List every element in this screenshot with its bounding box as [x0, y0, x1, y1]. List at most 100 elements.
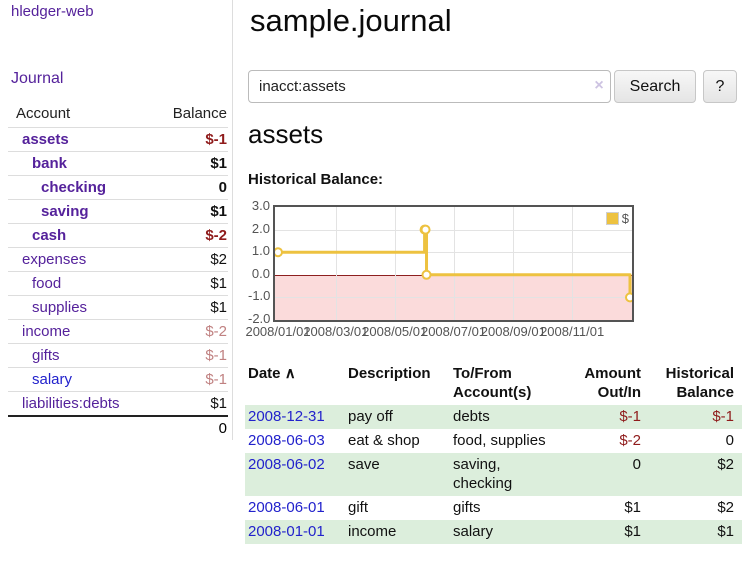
register-row: 2008-06-03 eat & shop food, supplies $-2 0 [245, 429, 742, 453]
account-link-income[interactable]: income [22, 323, 71, 340]
accounts-total-balance: 0 [148, 415, 228, 440]
chart-title: Historical Balance: [248, 171, 384, 188]
account-balance: $-2 [148, 223, 228, 248]
transaction-balance: $2 [717, 456, 734, 473]
account-row: checking 0 [8, 175, 228, 200]
account-row: cash $-2 [8, 223, 228, 248]
data-point-marker [421, 269, 432, 280]
account-link-gifts[interactable]: gifts [32, 347, 60, 364]
vertical-gridline [453, 207, 455, 320]
account-row: bank $1 [8, 151, 228, 176]
help-button[interactable]: ? [703, 70, 737, 103]
vertical-gridline [572, 207, 574, 320]
register-row: 2008-06-02 save saving, checking 0 $2 [245, 453, 742, 496]
transaction-date-cell: 2008-12-31 [245, 405, 345, 429]
legend-label: $ [621, 211, 629, 226]
accounts-total-row: 0 [8, 415, 228, 440]
account-balance: $1 [148, 151, 228, 176]
transaction-amount: $1 [624, 523, 641, 540]
account-link-expenses[interactable]: expenses [22, 251, 87, 268]
transaction-date-cell: 2008-06-03 [245, 429, 345, 453]
transaction-date-link[interactable]: 2008-06-01 [248, 499, 325, 516]
register-header-row: Date ∧ Description To/From Account(s) Am… [245, 362, 742, 405]
account-link-food[interactable]: food [32, 275, 62, 292]
account-row: salary $-1 [8, 367, 228, 392]
vertical-gridline [394, 207, 396, 320]
register-row: 2008-06-01 gift gifts $1 $2 [245, 496, 742, 520]
chart-plot-area: $ [273, 205, 634, 322]
account-link-bank[interactable]: bank [32, 155, 68, 172]
horizontal-gridline [275, 229, 632, 231]
transaction-date-cell: 2008-01-01 [245, 520, 345, 544]
transaction-date-cell: 2008-06-02 [245, 453, 345, 496]
x-axis-tick-label: 2008/05/01 [362, 324, 428, 339]
transaction-amount: $1 [624, 499, 641, 516]
account-link-liabilities-debts[interactable]: liabilities:debts [22, 395, 120, 412]
transaction-date-link[interactable]: 2008-01-01 [248, 523, 325, 540]
account-cell: saving [8, 199, 149, 224]
app-brand-link[interactable]: hledger-web [11, 3, 94, 20]
account-cell: income [8, 319, 149, 344]
transaction-balance: $1 [717, 523, 734, 540]
account-balance: $2 [148, 247, 228, 272]
transaction-accounts: food, supplies [453, 432, 546, 449]
y-axis-tick-label: 0.0 [251, 265, 270, 281]
account-link-checking[interactable]: checking [41, 179, 107, 196]
account-link-saving[interactable]: saving [41, 203, 89, 220]
transaction-balance: $-1 [712, 408, 734, 425]
vertical-gridline [513, 207, 515, 320]
account-column-header: Account [16, 105, 71, 122]
transaction-date-link[interactable]: 2008-06-03 [248, 432, 325, 449]
account-row: liabilities:debts $1 [8, 391, 228, 416]
account-cell: checking [8, 175, 149, 200]
accounts-balance-table: Account Balance assets $-1 bank $1 checking 0… [8, 101, 228, 440]
transaction-date-link[interactable]: 2008-06-02 [248, 456, 325, 473]
account-balance: $1 [148, 271, 228, 296]
accounts-table-body: assets $-1 bank $1 checking 0 saving $1 cash $-2 e… [8, 127, 228, 416]
register-row: 2008-12-31 pay off debts $-1 $-1 [245, 405, 742, 429]
account-balance: $1 [148, 391, 228, 416]
account-cell: assets [8, 127, 149, 152]
clear-search-icon[interactable]: × [594, 77, 604, 94]
account-link-salary[interactable]: salary [32, 371, 73, 388]
horizontal-gridline [275, 252, 632, 254]
balance-series [275, 224, 632, 303]
account-link-supplies[interactable]: supplies [32, 299, 88, 316]
account-row: assets $-1 [8, 127, 228, 152]
account-cell: salary [8, 367, 149, 392]
account-row: gifts $-1 [8, 343, 228, 368]
accounts-column-header: To/From Account(s) [453, 365, 532, 401]
account-link-assets[interactable]: assets [22, 131, 69, 148]
account-cell: expenses [8, 247, 149, 272]
legend-swatch [605, 212, 619, 225]
vertical-gridline [335, 207, 337, 320]
y-axis-tick-label: -2.0 [248, 311, 271, 326]
sort-ascending-icon: ∧ [284, 365, 296, 382]
balance-column-header: Historical Balance [665, 365, 734, 401]
search-button[interactable]: Search [614, 70, 696, 103]
account-row: saving $1 [8, 199, 228, 224]
register-row: 2008-01-01 income salary $1 $1 [245, 520, 742, 544]
nav-journal-link[interactable]: Journal [11, 70, 64, 87]
account-cell: supplies [8, 295, 149, 320]
data-point-marker [420, 224, 431, 235]
data-point-marker [275, 247, 283, 258]
x-axis-tick-label: 2008/07/01 [420, 324, 487, 339]
y-axis-tick-label: -1.0 [248, 288, 271, 304]
account-cell: gifts [8, 343, 149, 368]
account-balance: $-1 [148, 127, 228, 152]
date-column-header[interactable]: Date ∧ [245, 362, 345, 405]
account-row: supplies $1 [8, 295, 228, 320]
horizontal-gridline [275, 297, 632, 299]
transaction-description: gift [348, 499, 369, 516]
transaction-amount: $-1 [619, 408, 641, 425]
transaction-balance: $2 [717, 499, 734, 516]
transaction-date-link[interactable]: 2008-12-31 [248, 408, 325, 425]
page-title: sample.journal [250, 3, 452, 38]
account-link-cash[interactable]: cash [32, 227, 67, 244]
chart-legend: $ [605, 211, 629, 226]
balance-column-header: Balance [172, 105, 227, 122]
transaction-amount: $-2 [619, 432, 641, 449]
account-cell: food [8, 271, 149, 296]
search-input[interactable] [248, 70, 611, 103]
